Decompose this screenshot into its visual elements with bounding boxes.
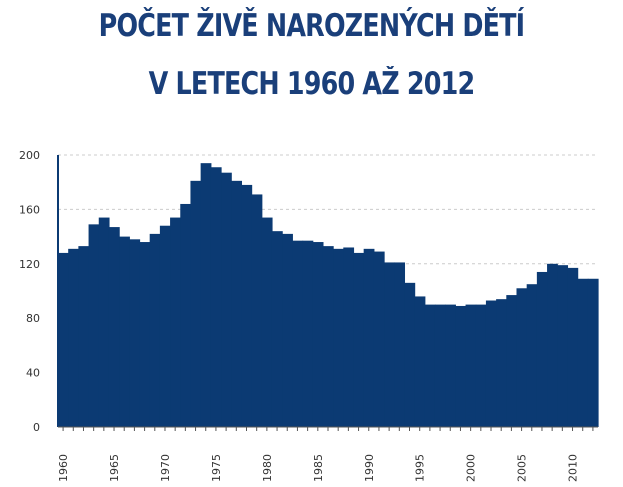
bar-1999: [455, 305, 467, 427]
bar-1974: [200, 163, 212, 427]
x-tick-label-1960: 1960: [57, 454, 70, 482]
y-tick-label-160: 160: [19, 203, 40, 216]
bar-1979: [251, 194, 263, 427]
x-tick-label-2000: 2000: [465, 454, 478, 482]
bar-1991: [373, 251, 385, 427]
y-tick-label-120: 120: [19, 258, 40, 271]
bar-1964: [98, 217, 110, 427]
bar-1998: [445, 304, 456, 427]
x-tick-label-1965: 1965: [108, 454, 121, 482]
bar-2009: [557, 265, 569, 427]
bar-2001: [475, 304, 487, 427]
bar-1984: [302, 240, 314, 427]
bar-1963: [88, 224, 100, 427]
bar-1968: [139, 242, 151, 427]
bar-1965: [108, 227, 120, 427]
bar-1961: [68, 248, 79, 427]
chart-title-line-1: POČET ŽIVĚ NAROZENÝCH DĚTÍ: [98, 8, 525, 44]
bar-1977: [231, 180, 242, 427]
bar-1978: [241, 184, 253, 427]
x-tick-label-1975: 1975: [210, 454, 223, 482]
chart-title-line-2: V LETECH 1960 AŽ 2012: [148, 66, 475, 102]
y-tick-label-200: 200: [19, 149, 40, 162]
bar-1985: [312, 242, 324, 427]
x-tick-label-1970: 1970: [159, 454, 172, 482]
bar-1960: [58, 252, 69, 427]
bar-2000: [465, 304, 477, 427]
bar-1988: [343, 247, 355, 427]
bar-1973: [190, 180, 202, 427]
bar-2005: [516, 288, 528, 427]
bar-1997: [434, 304, 446, 427]
x-tick-label-1980: 1980: [261, 454, 274, 482]
bar-1971: [170, 217, 181, 427]
bar-1970: [159, 225, 171, 427]
bar-1987: [333, 248, 344, 427]
bar-2012: [587, 278, 599, 427]
bar-1966: [119, 236, 130, 427]
bar-1981: [271, 231, 283, 427]
y-tick-label-0: 0: [33, 421, 40, 434]
x-tick-label-1995: 1995: [414, 454, 427, 482]
bar-1980: [261, 217, 273, 427]
bar-1990: [363, 248, 375, 427]
bar-1986: [322, 246, 334, 427]
x-tick-label-2005: 2005: [516, 454, 529, 482]
bar-1972: [180, 203, 192, 427]
bar-2011: [577, 278, 589, 427]
bar-2010: [567, 267, 579, 427]
y-tick-label-40: 40: [26, 367, 40, 380]
y-tick-label-80: 80: [26, 312, 40, 325]
bar-2002: [485, 300, 497, 427]
bar-1989: [353, 252, 365, 427]
bar-1993: [394, 262, 406, 427]
bar-1996: [424, 304, 436, 427]
bar-2007: [536, 271, 548, 427]
x-tick-label-2010: 2010: [567, 454, 580, 482]
bar-1967: [129, 239, 141, 427]
x-tick-label-1990: 1990: [363, 454, 376, 482]
bar-1976: [221, 172, 232, 427]
bar-1982: [282, 233, 293, 427]
bar-2008: [547, 263, 558, 427]
bar-1983: [292, 240, 304, 427]
bar-1994: [404, 282, 416, 427]
bar-1969: [149, 233, 161, 427]
bar-1975: [210, 167, 222, 428]
bar-2004: [506, 295, 518, 427]
bar-1995: [414, 296, 426, 427]
bar-1962: [78, 246, 90, 427]
x-tick-label-1985: 1985: [312, 454, 325, 482]
bar-1992: [384, 262, 395, 427]
bar-2003: [496, 299, 507, 427]
bar-2006: [526, 284, 538, 427]
